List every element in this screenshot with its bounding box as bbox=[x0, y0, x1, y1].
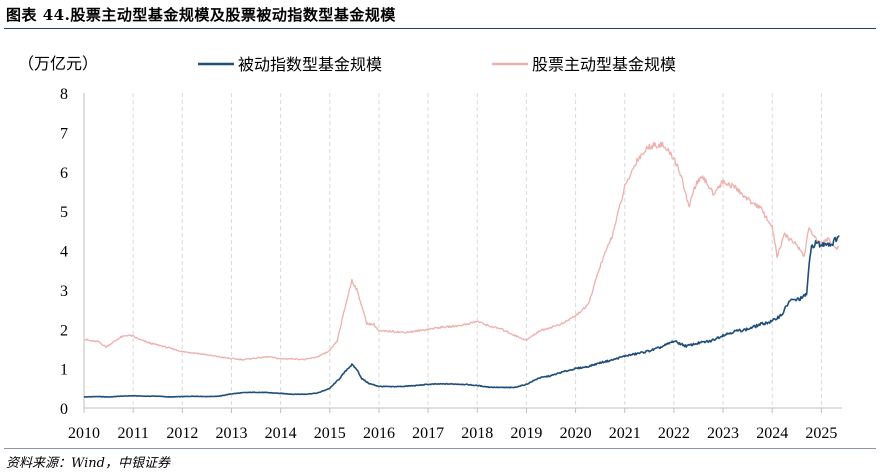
x-tick-label-2014: 2014 bbox=[265, 425, 297, 442]
title-divider bbox=[4, 28, 876, 29]
x-tick-label-2025: 2025 bbox=[805, 425, 837, 442]
y-axis-ticks: 0 1 2 3 4 5 6 7 8 bbox=[60, 86, 68, 418]
x-tick-label-2011: 2011 bbox=[117, 425, 148, 442]
x-tick-label-2023: 2023 bbox=[707, 425, 739, 442]
x-axis-ticks: 2010 2011 2012 2013 2014 2015 2016 2017 2018 2019… bbox=[68, 408, 837, 442]
x-tick-label-2010: 2010 bbox=[68, 425, 100, 442]
x-tick-label-2017: 2017 bbox=[412, 425, 444, 442]
x-tick-label-2022: 2022 bbox=[658, 425, 690, 442]
legend-label-active: 股票主动型基金规模 bbox=[532, 55, 676, 74]
x-tick-label-2015: 2015 bbox=[314, 425, 346, 442]
y-tick-label-4: 4 bbox=[60, 244, 68, 261]
x-tick-label-2020: 2020 bbox=[560, 425, 592, 442]
y-tick-label-1: 1 bbox=[60, 362, 68, 379]
x-tick-label-2018: 2018 bbox=[461, 425, 493, 442]
axes bbox=[83, 93, 842, 409]
x-tick-label-2012: 2012 bbox=[166, 425, 198, 442]
y-tick-label-5: 5 bbox=[60, 204, 68, 221]
legend: 被动指数型基金规模 股票主动型基金规模 bbox=[198, 55, 676, 74]
x-tick-label-2019: 2019 bbox=[510, 425, 542, 442]
y-tick-label-2: 2 bbox=[60, 322, 68, 339]
figure-title: 图表 44.股票主动型基金规模及股票被动指数型基金规模 bbox=[6, 6, 396, 24]
series-line-passive bbox=[83, 235, 840, 398]
y-tick-label-0: 0 bbox=[60, 401, 68, 418]
grid-lines bbox=[132, 93, 822, 408]
y-tick-label-6: 6 bbox=[60, 165, 68, 182]
source-divider bbox=[4, 448, 876, 449]
x-tick-label-2016: 2016 bbox=[363, 425, 395, 442]
series-lines bbox=[83, 141, 840, 398]
y-tick-label-8: 8 bbox=[60, 86, 68, 103]
x-tick-label-2021: 2021 bbox=[609, 425, 641, 442]
x-tick-label-2024: 2024 bbox=[756, 425, 788, 442]
series-line-active bbox=[83, 141, 840, 361]
x-tick-label-2013: 2013 bbox=[215, 425, 247, 442]
legend-label-passive: 被动指数型基金规模 bbox=[238, 55, 382, 74]
y-tick-label-3: 3 bbox=[60, 283, 68, 300]
source-note: 资料来源：Wind，中银证券 bbox=[6, 456, 170, 471]
y-axis-unit-label: （万亿元） bbox=[18, 54, 98, 73]
y-tick-label-7: 7 bbox=[60, 125, 68, 142]
